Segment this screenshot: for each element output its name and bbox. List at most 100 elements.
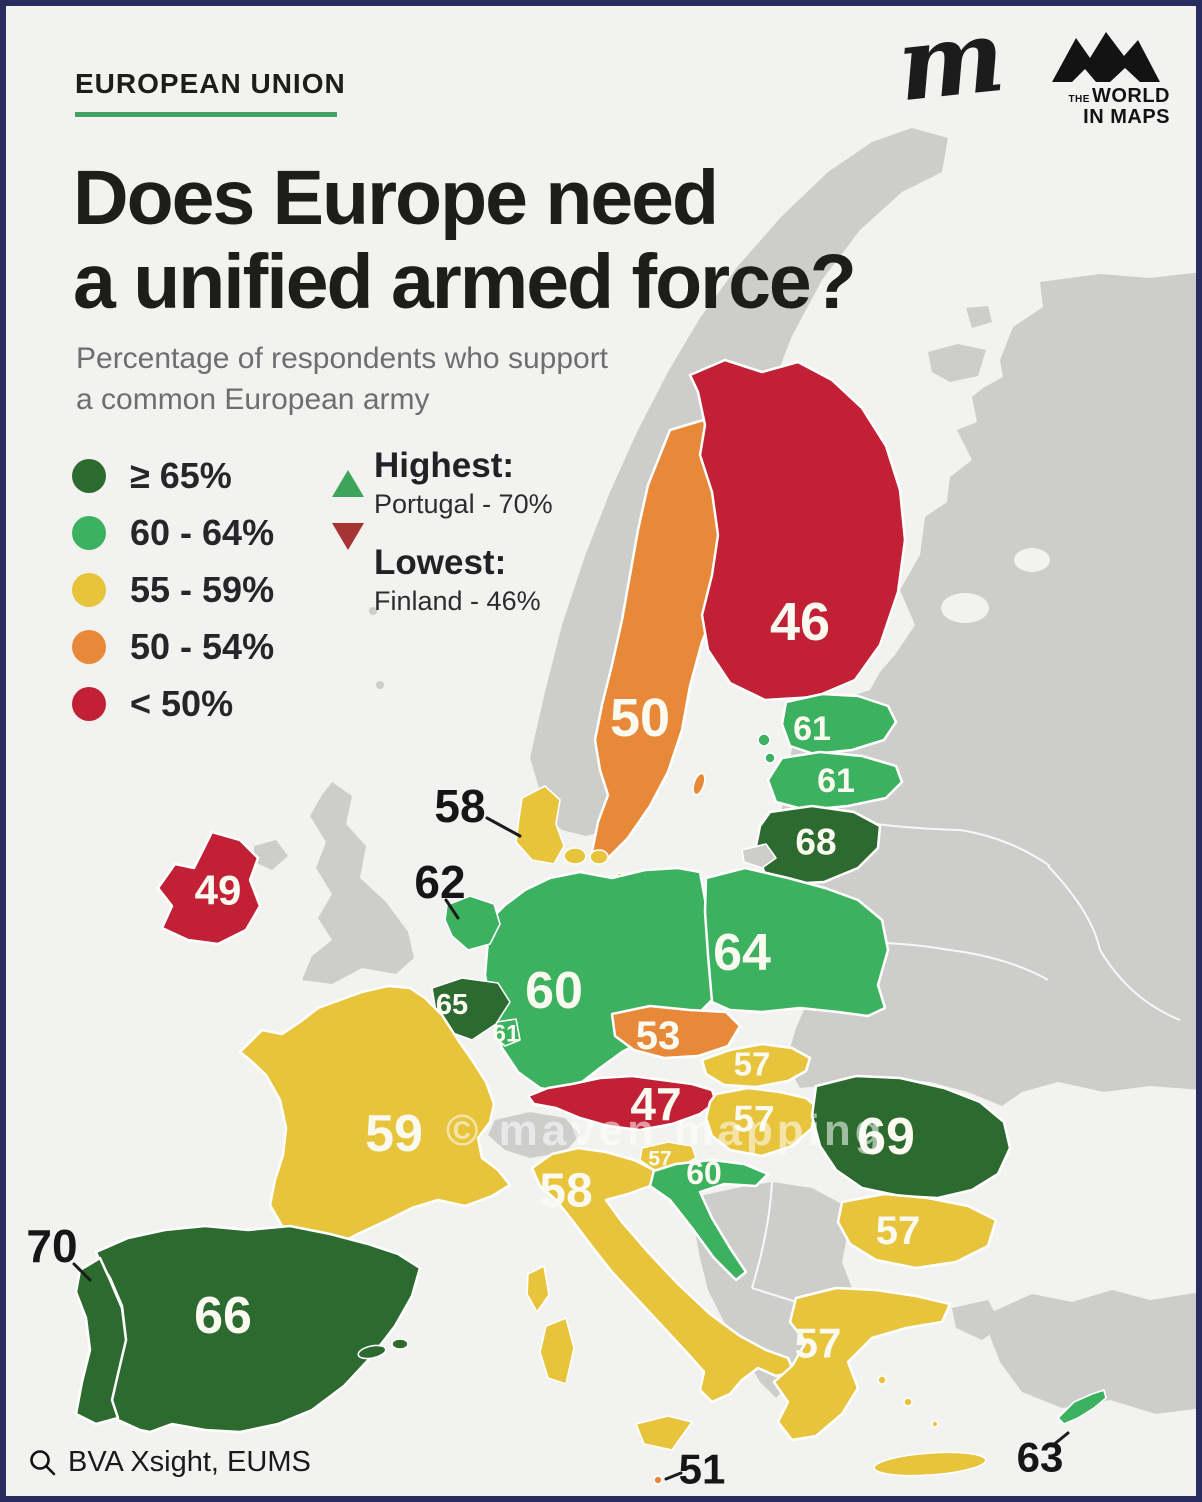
island-aegean-3 bbox=[931, 1420, 939, 1428]
callout-value-malta: 51 bbox=[679, 1446, 726, 1493]
source-text: BVA Xsight, EUMS bbox=[68, 1446, 311, 1478]
brand-world: WORLD bbox=[1091, 85, 1170, 107]
page-title: Does Europe need a unified armed force? bbox=[73, 156, 857, 325]
legend-row-55-59: 55 - 59% bbox=[72, 561, 274, 618]
triangle-up-icon bbox=[332, 447, 374, 497]
country-value-romania: 69 bbox=[857, 1108, 915, 1166]
island-corsica bbox=[526, 1265, 550, 1313]
extremes-panel: Highest: Portugal - 70% Lowest: Finland … bbox=[332, 447, 553, 641]
legend-label: 60 - 64% bbox=[130, 511, 275, 553]
legend-row-60-64: 60 - 64% bbox=[72, 504, 274, 561]
island-gotland bbox=[692, 772, 706, 796]
country-value-spain: 66 bbox=[194, 1287, 252, 1345]
callout-value-cyprus: 63 bbox=[1017, 1434, 1064, 1481]
country-latvia bbox=[766, 750, 904, 812]
kicker-underline bbox=[75, 112, 337, 117]
country-lithuania bbox=[754, 804, 882, 886]
world-in-maps-line1: THE WORLD bbox=[1068, 86, 1170, 107]
magnifier-icon bbox=[30, 1449, 56, 1475]
country-romania bbox=[810, 1074, 1012, 1200]
country-czechia bbox=[610, 1004, 742, 1060]
legend-swatch-dark-green bbox=[72, 458, 106, 493]
country-estonia bbox=[780, 692, 898, 756]
region-northern-ireland bbox=[254, 840, 288, 870]
highest-value: Portugal - 70% bbox=[374, 489, 553, 519]
subtitle-line2: a common European army bbox=[76, 383, 430, 416]
title-line2: a unified armed force? bbox=[73, 239, 857, 325]
country-value-germany: 60 bbox=[525, 962, 583, 1020]
legend-swatch-yellow bbox=[72, 572, 106, 607]
callout-value-portugal: 70 bbox=[26, 1220, 77, 1272]
eastern-landmass-russia-belarus-ukraine bbox=[774, 272, 1202, 1106]
legend-row-65plus: ≥ 65% bbox=[72, 447, 274, 504]
country-malta bbox=[653, 1475, 663, 1485]
country-hungary bbox=[704, 1086, 820, 1158]
triangle-down-icon bbox=[332, 523, 374, 568]
country-portugal bbox=[74, 1256, 128, 1426]
country-cyprus bbox=[1057, 1389, 1107, 1425]
world-in-maps-logo: THE WORLD IN MAPS bbox=[1028, 32, 1170, 128]
brand-the: THE bbox=[1068, 94, 1090, 105]
callout-line-denmark bbox=[485, 816, 522, 838]
country-value-italy: 58 bbox=[539, 1165, 592, 1218]
country-ireland bbox=[156, 830, 262, 946]
watermark: © maven mapping bbox=[446, 1106, 886, 1155]
region-european-turkey bbox=[952, 1300, 1002, 1340]
country-luxembourg bbox=[493, 1018, 521, 1047]
legend-swatch-orange bbox=[72, 629, 106, 664]
island-shetland bbox=[369, 607, 377, 615]
island-sicily bbox=[635, 1415, 693, 1451]
callout-value-denmark: 58 bbox=[434, 780, 485, 832]
island-orkney bbox=[376, 681, 384, 689]
callout-line-malta bbox=[664, 1471, 683, 1481]
country-value-luxembourg: 61 bbox=[493, 1021, 520, 1048]
legend-swatch-red bbox=[72, 686, 106, 721]
island-aegean-1 bbox=[877, 1375, 887, 1385]
island-menorca bbox=[391, 1338, 409, 1350]
subtitle-line1: Percentage of respondents who support bbox=[76, 342, 609, 375]
world-in-maps-zigzag-icon bbox=[1052, 32, 1160, 82]
lake-onega bbox=[1014, 548, 1050, 572]
legend: ≥ 65% 60 - 64% 55 - 59% 50 - 54% < 50% bbox=[72, 447, 274, 732]
country-value-hungary: 57 bbox=[733, 1099, 774, 1140]
island-hiiumaa bbox=[757, 733, 771, 747]
country-value-slovakia: 57 bbox=[734, 1046, 771, 1083]
legend-row-under-50: < 50% bbox=[72, 675, 274, 732]
country-value-france: 59 bbox=[365, 1105, 423, 1163]
island-sardinia bbox=[539, 1317, 575, 1385]
country-switzerland bbox=[488, 1112, 580, 1158]
region-kaliningrad bbox=[741, 843, 777, 869]
source-row: BVA Xsight, EUMS bbox=[28, 1446, 311, 1479]
callout-line-netherlands bbox=[444, 898, 460, 920]
country-value-croatia: 60 bbox=[686, 1155, 722, 1191]
country-value-czechia: 53 bbox=[636, 1014, 681, 1058]
country-value-poland: 64 bbox=[713, 924, 771, 982]
country-slovakia bbox=[700, 1042, 812, 1089]
island-aegean-2 bbox=[903, 1397, 913, 1407]
highest-label: Highest: bbox=[374, 446, 514, 485]
island-mallorca bbox=[357, 1344, 387, 1360]
country-value-slovenia: 57 bbox=[648, 1148, 671, 1171]
legend-label: < 50% bbox=[130, 682, 234, 724]
russia-island bbox=[966, 306, 992, 328]
island-saaremaa bbox=[764, 752, 776, 764]
country-denmark bbox=[515, 785, 565, 865]
island-funen bbox=[563, 847, 587, 865]
country-greece bbox=[772, 1286, 952, 1442]
country-value-latvia: 61 bbox=[817, 762, 855, 800]
country-finland bbox=[688, 358, 907, 702]
legend-label: 50 - 54% bbox=[130, 625, 275, 667]
lowest-label: Lowest: bbox=[374, 543, 507, 582]
country-value-belgium: 65 bbox=[436, 989, 468, 1021]
country-france bbox=[238, 984, 512, 1246]
lowest-block: Lowest: Finland - 46% bbox=[332, 523, 553, 617]
legend-swatch-green bbox=[72, 515, 106, 550]
country-bulgaria bbox=[836, 1192, 998, 1270]
country-united-kingdom bbox=[302, 782, 414, 984]
island-crete bbox=[873, 1451, 987, 1477]
highest-block: Highest: Portugal - 70% bbox=[332, 447, 553, 520]
country-value-greece: 57 bbox=[795, 1320, 842, 1367]
country-value-austria: 47 bbox=[630, 1078, 681, 1130]
brand-in-maps: IN MAPS bbox=[1083, 106, 1170, 128]
